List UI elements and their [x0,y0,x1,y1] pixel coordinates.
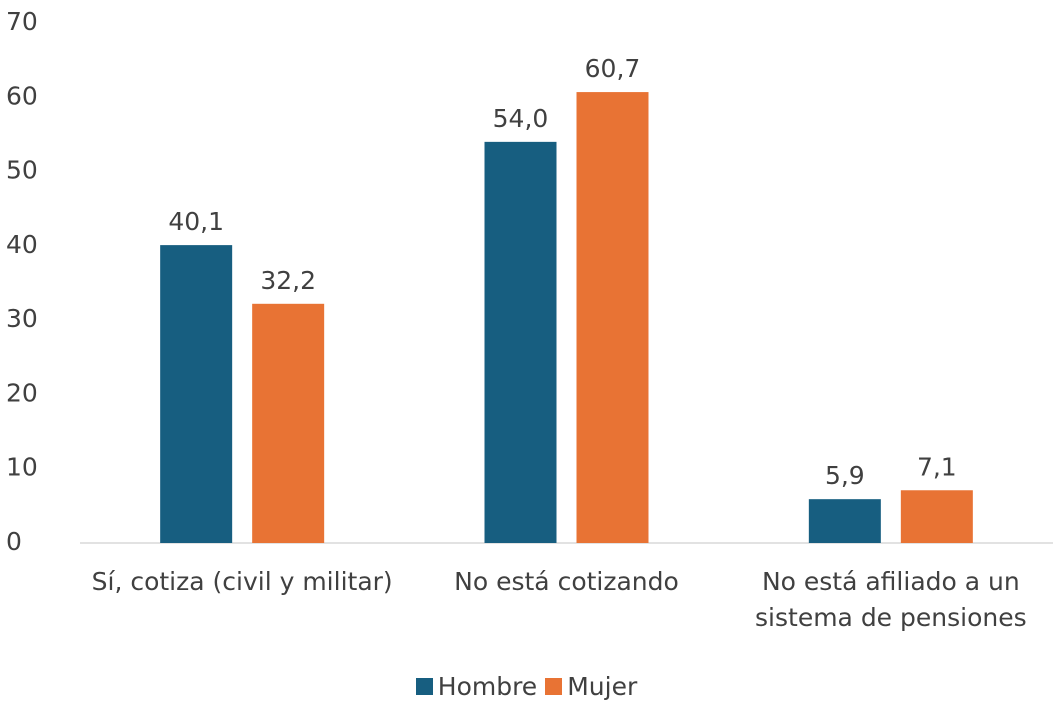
y-tick-label: 50 [6,156,38,185]
legend-label: Hombre [437,672,538,701]
data-label: 60,7 [585,54,641,83]
data-label: 32,2 [260,266,316,295]
legend: Hombre Mujer [0,672,1053,701]
y-tick-label: 60 [6,81,38,110]
y-tick-label: 20 [6,378,38,407]
legend-label: Mujer [567,672,638,701]
data-label: 54,0 [493,104,549,133]
y-tick-label: 0 [6,527,22,556]
bar [576,92,649,543]
y-tick-label: 40 [6,230,38,259]
bar [900,490,973,543]
x-tick-label: No está cotizando [454,567,679,596]
legend-swatch [415,678,433,695]
bar [160,245,233,543]
data-label: 5,9 [825,461,865,490]
y-tick-label: 10 [6,453,38,482]
legend-item: Mujer [545,672,637,701]
legend-item: Hombre [415,672,538,701]
bar [808,499,881,543]
bar [252,303,325,543]
y-tick-label: 70 [6,7,38,36]
bar [484,141,557,543]
legend-swatch [545,678,563,695]
data-label: 7,1 [917,452,957,481]
x-tick-label: Sí, cotiza (civil y militar) [91,567,393,596]
y-tick-label: 30 [6,304,38,333]
data-label: 40,1 [168,207,224,236]
x-tick-label: No está afiliado a un sistema de pension… [755,567,1027,632]
